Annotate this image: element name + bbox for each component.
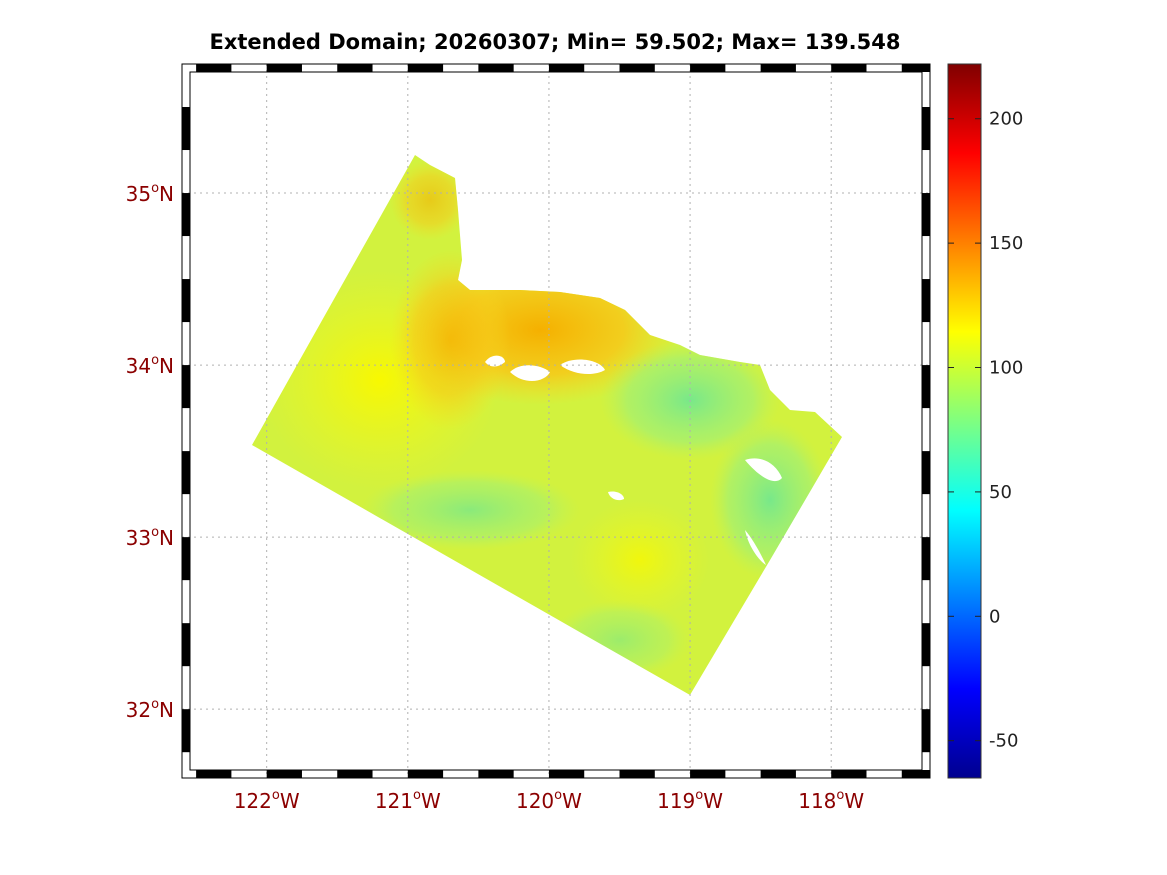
island (485, 355, 505, 367)
map-frame (181, 63, 931, 779)
border-bar (182, 709, 190, 753)
border-bar (407, 770, 444, 778)
border-bar (182, 537, 190, 581)
lon-tick-label: 119oW (657, 788, 723, 813)
border-bar (619, 770, 655, 778)
colorbar-ramp (947, 63, 982, 779)
colorbar-tick-label: 0 (989, 606, 1000, 627)
border-bar (266, 64, 302, 72)
border-bar (182, 623, 190, 667)
border-bar (196, 770, 232, 778)
border-bar (478, 770, 514, 778)
border-bar (182, 451, 190, 495)
colorbar-tick-label: -50 (989, 731, 1018, 752)
border-bar (337, 64, 373, 72)
border-bar (922, 279, 930, 323)
island (745, 458, 782, 482)
colorbar-tick-label: 100 (989, 358, 1023, 379)
latitude-labels: 35oN 34oN 33oN 32oN (126, 181, 174, 722)
border-bar (922, 365, 930, 409)
graticule-grid (182, 64, 930, 778)
data-field (252, 155, 842, 695)
lat-tick-label: 34oN (126, 353, 174, 378)
border-bar (922, 623, 930, 667)
border-bar (266, 770, 302, 778)
border-bar (337, 770, 373, 778)
border-bar (690, 64, 726, 72)
border-bar (760, 64, 796, 72)
border-bar (548, 64, 585, 72)
colorbar-ticks: 200 150 100 50 0 -50 (948, 109, 1023, 752)
border-bar (407, 64, 444, 72)
border-bar (922, 537, 930, 581)
border-bar (922, 709, 930, 753)
lat-tick-label: 32oN (126, 697, 174, 722)
border-bar (922, 193, 930, 237)
border-bar (619, 64, 655, 72)
colorbar: 200 150 100 50 0 -50 (947, 63, 1023, 779)
border-bar (182, 193, 190, 237)
border-bar (182, 279, 190, 323)
border-bar (922, 451, 930, 495)
colorbar-tick-label: 50 (989, 482, 1012, 503)
lat-tick-label: 35oN (126, 181, 174, 206)
island (745, 530, 766, 565)
border-bar (760, 770, 796, 778)
island (510, 365, 550, 382)
border-bar (548, 770, 585, 778)
lon-tick-label: 120oW (516, 788, 582, 813)
longitude-labels: 122oW 121oW 120oW 119oW 118oW (234, 788, 865, 813)
border-bar (901, 770, 930, 778)
island (560, 359, 605, 375)
page-title: Extended Domain; 20260307; Min= 59.502; … (209, 30, 901, 54)
border-bar (478, 64, 514, 72)
border-bar (901, 64, 930, 72)
island (608, 491, 624, 501)
border-bar (690, 770, 726, 778)
border-bar (182, 107, 190, 151)
lon-tick-label: 121oW (375, 788, 441, 813)
inner-border (189, 71, 923, 771)
border-bar (922, 107, 930, 151)
colorbar-tick-label: 150 (989, 233, 1023, 254)
border-bar (196, 64, 232, 72)
border-bar (831, 64, 867, 72)
border-bar (831, 770, 867, 778)
lat-tick-label: 33oN (126, 525, 174, 550)
lon-tick-label: 122oW (234, 788, 300, 813)
lon-tick-label: 118oW (798, 788, 864, 813)
border-bar (182, 365, 190, 409)
colorbar-tick-label: 200 (989, 109, 1023, 130)
